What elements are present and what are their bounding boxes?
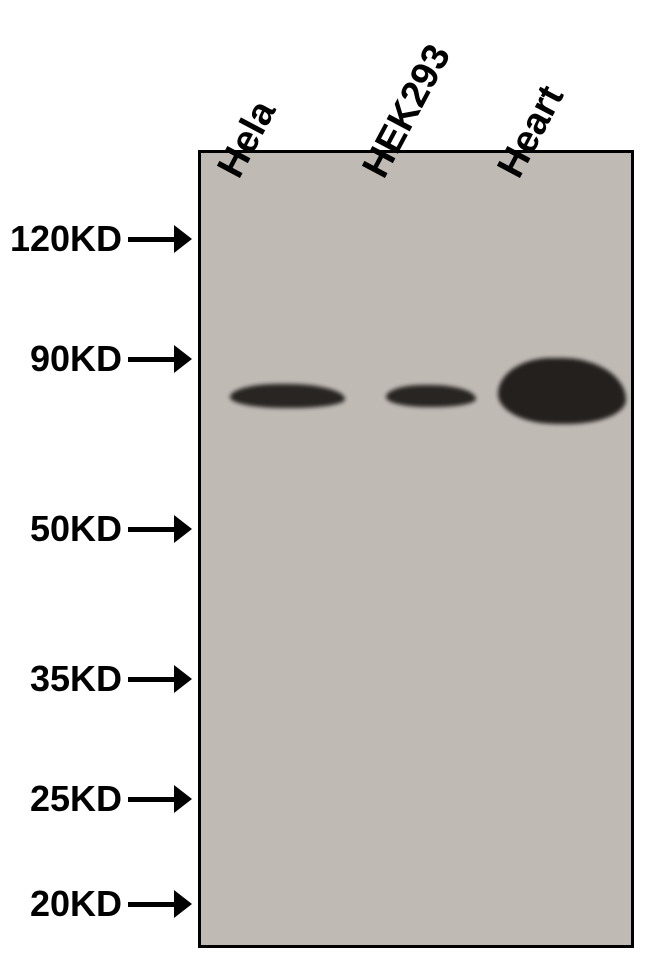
mw-marker-25kd: 25KD: [30, 778, 192, 820]
arrow-head-icon: [174, 890, 192, 918]
mw-text: 35KD: [30, 658, 122, 700]
arrow-shaft: [128, 237, 174, 242]
mw-text: 90KD: [30, 338, 122, 380]
arrow-shaft: [128, 527, 174, 532]
mw-text: 120KD: [10, 218, 122, 260]
arrow-shaft: [128, 902, 174, 907]
blot-membrane: [198, 150, 634, 948]
mw-text: 50KD: [30, 508, 122, 550]
mw-marker-90kd: 90KD: [30, 338, 192, 380]
mw-marker-20kd: 20KD: [30, 883, 192, 925]
western-blot-figure: 120KD 90KD 50KD 35KD 25KD 20KD Hela HEK2…: [0, 0, 650, 967]
band-hek293: [386, 385, 476, 407]
arrow-head-icon: [174, 345, 192, 373]
arrow-head-icon: [174, 785, 192, 813]
mw-marker-35kd: 35KD: [30, 658, 192, 700]
band-hela: [230, 384, 345, 408]
arrow-head-icon: [174, 665, 192, 693]
arrow-shaft: [128, 797, 174, 802]
arrow-head-icon: [174, 225, 192, 253]
mw-marker-120kd: 120KD: [10, 218, 192, 260]
mw-text: 20KD: [30, 883, 122, 925]
mw-text: 25KD: [30, 778, 122, 820]
arrow-head-icon: [174, 515, 192, 543]
arrow-shaft: [128, 357, 174, 362]
mw-marker-50kd: 50KD: [30, 508, 192, 550]
arrow-shaft: [128, 677, 174, 682]
